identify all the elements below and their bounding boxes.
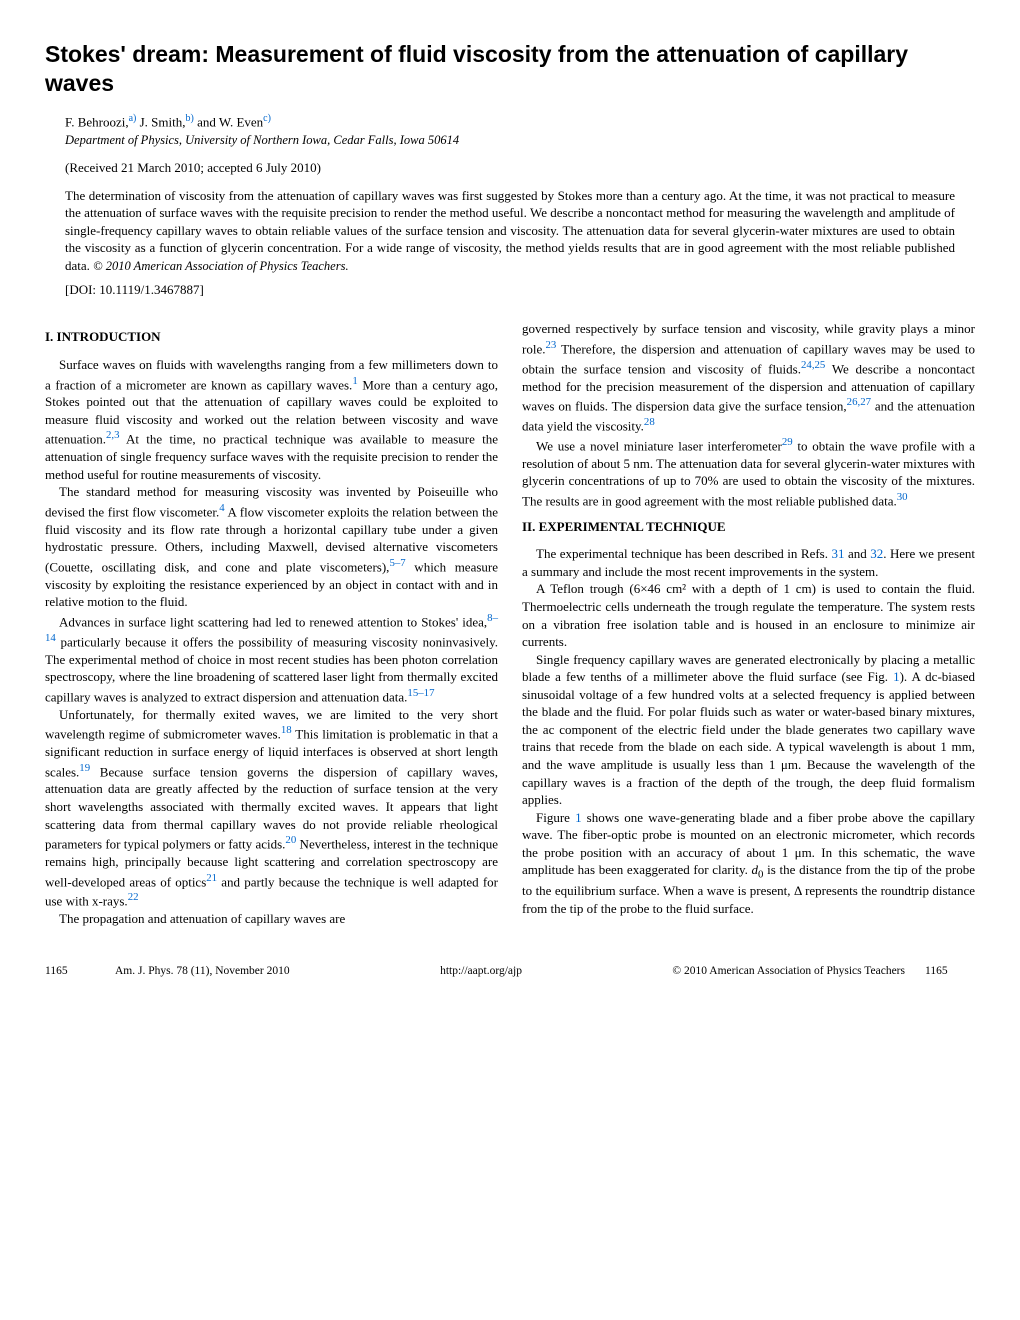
- doi-line: [DOI: 10.1119/1.3467887]: [65, 281, 975, 299]
- para-8: A Teflon trough (6×46 cm² with a depth o…: [522, 580, 975, 650]
- footer-copyright: © 2010 American Association of Physics T…: [672, 964, 905, 980]
- ref-23[interactable]: 23: [545, 339, 556, 351]
- text: Advances in surface light scattering had…: [59, 614, 487, 629]
- footer-page-right: 1165: [925, 964, 975, 980]
- body-columns: I. INTRODUCTION Surface waves on fluids …: [45, 320, 975, 927]
- ref-22[interactable]: 22: [128, 891, 139, 903]
- section-2-heading: II. EXPERIMENTAL TECHNIQUE: [522, 518, 975, 536]
- footer-journal: Am. J. Phys. 78 (11), November 2010: [115, 964, 290, 980]
- copyright-text: © 2010 American Association of Physics T…: [93, 259, 348, 273]
- ref-28[interactable]: 28: [644, 416, 655, 428]
- ref-24-25[interactable]: 24,25: [801, 359, 825, 371]
- footer-url: http://aapt.org/ajp: [440, 964, 522, 980]
- author-2: J. Smith,: [140, 114, 186, 129]
- author-3: and W. Even: [197, 114, 263, 129]
- para-1: Surface waves on fluids with wavelengths…: [45, 356, 498, 483]
- text: ). A dc-biased sinusoidal voltage of a f…: [522, 669, 975, 807]
- ref-31[interactable]: 31: [831, 546, 844, 561]
- footer-page-left: 1165: [45, 964, 95, 980]
- received-line: (Received 21 March 2010; accepted 6 July…: [65, 159, 975, 177]
- ref-29[interactable]: 29: [782, 436, 793, 448]
- page-footer: 1165 Am. J. Phys. 78 (11), November 2010…: [45, 958, 975, 980]
- author-3-sup[interactable]: c): [263, 113, 271, 124]
- author-1: F. Behroozi,: [65, 114, 129, 129]
- abstract: The determination of viscosity from the …: [65, 187, 955, 275]
- author-1-sup[interactable]: a): [129, 113, 137, 124]
- ref-18[interactable]: 18: [281, 724, 292, 736]
- para-3: Advances in surface light scattering had…: [45, 611, 498, 706]
- article-title: Stokes' dream: Measurement of fluid visc…: [45, 40, 975, 98]
- ref-26-27[interactable]: 26,27: [847, 396, 871, 408]
- text: and: [844, 546, 870, 561]
- ref-20[interactable]: 20: [285, 834, 296, 846]
- para-5b: governed respectively by surface tension…: [522, 320, 975, 435]
- text: We use a novel miniature laser interfero…: [536, 438, 782, 453]
- ref-19[interactable]: 19: [79, 762, 90, 774]
- ref-15-17[interactable]: 15–17: [407, 687, 434, 699]
- authors-line: F. Behroozi,a) J. Smith,b) and W. Evenc): [65, 112, 975, 131]
- para-2: The standard method for measuring viscos…: [45, 483, 498, 610]
- para-10: Figure 1 shows one wave-generating blade…: [522, 809, 975, 918]
- section-1-heading: I. INTRODUCTION: [45, 328, 498, 346]
- para-6: We use a novel miniature laser interfero…: [522, 435, 975, 510]
- para-9: Single frequency capillary waves are gen…: [522, 651, 975, 809]
- affiliation: Department of Physics, University of Nor…: [65, 132, 975, 149]
- para-5a: The propagation and attenuation of capil…: [45, 910, 498, 928]
- para-4: Unfortunately, for thermally exited wave…: [45, 706, 498, 911]
- text: The propagation and attenuation of capil…: [59, 911, 345, 926]
- text: Figure: [536, 810, 575, 825]
- para-7: The experimental technique has been desc…: [522, 545, 975, 580]
- author-2-sup[interactable]: b): [186, 113, 194, 124]
- ref-21[interactable]: 21: [206, 872, 217, 884]
- text: The experimental technique has been desc…: [536, 546, 831, 561]
- ref-30[interactable]: 30: [897, 491, 908, 503]
- ref-5-7[interactable]: 5–7: [389, 557, 405, 569]
- ref-2-3[interactable]: 2,3: [106, 429, 120, 441]
- ref-32[interactable]: 32: [870, 546, 883, 561]
